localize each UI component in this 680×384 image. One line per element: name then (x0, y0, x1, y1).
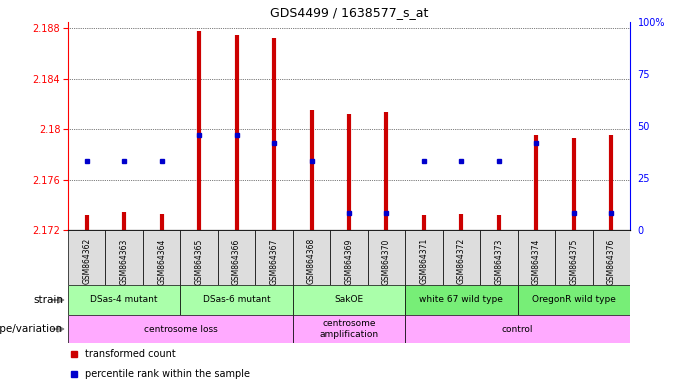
Text: GSM864373: GSM864373 (494, 238, 503, 285)
Text: GSM864367: GSM864367 (269, 238, 279, 285)
Bar (293, 315, 405, 343)
Text: SakOE: SakOE (335, 296, 364, 305)
Text: GSM864369: GSM864369 (345, 238, 354, 285)
Bar (517, 285, 630, 315)
Text: white 67 wild type: white 67 wild type (420, 296, 503, 305)
Bar (405, 315, 630, 343)
Text: GSM864364: GSM864364 (157, 238, 166, 285)
Text: GSM864366: GSM864366 (232, 238, 241, 285)
Bar (180, 285, 293, 315)
Bar (517, 230, 555, 285)
Bar (68, 315, 293, 343)
Text: GSM864370: GSM864370 (382, 238, 391, 285)
Text: GSM864374: GSM864374 (532, 238, 541, 285)
Text: GSM864365: GSM864365 (194, 238, 203, 285)
Bar (405, 230, 443, 285)
Text: GSM864363: GSM864363 (120, 238, 129, 285)
Bar (105, 230, 143, 285)
Text: OregonR wild type: OregonR wild type (532, 296, 615, 305)
Text: GSM864362: GSM864362 (82, 238, 91, 285)
Bar (368, 230, 405, 285)
Bar (143, 230, 180, 285)
Text: DSas-6 mutant: DSas-6 mutant (203, 296, 271, 305)
Bar (218, 230, 255, 285)
Title: GDS4499 / 1638577_s_at: GDS4499 / 1638577_s_at (270, 7, 428, 20)
Bar (68, 285, 180, 315)
Text: genotype/variation: genotype/variation (0, 324, 63, 334)
Text: GSM864375: GSM864375 (569, 238, 578, 285)
Bar (293, 230, 330, 285)
Text: GSM864376: GSM864376 (607, 238, 616, 285)
Bar (405, 285, 517, 315)
Text: percentile rank within the sample: percentile rank within the sample (85, 369, 250, 379)
Bar (592, 230, 630, 285)
Text: GSM864372: GSM864372 (457, 238, 466, 285)
Bar (330, 230, 368, 285)
Text: GSM864368: GSM864368 (307, 238, 316, 285)
Bar (255, 230, 293, 285)
Bar (555, 230, 592, 285)
Bar (180, 230, 218, 285)
Text: centrosome
amplification: centrosome amplification (320, 319, 379, 339)
Bar (68, 230, 105, 285)
Bar (480, 230, 517, 285)
Text: transformed count: transformed count (85, 349, 175, 359)
Bar (293, 285, 405, 315)
Text: centrosome loss: centrosome loss (143, 324, 218, 333)
Text: DSas-4 mutant: DSas-4 mutant (90, 296, 158, 305)
Text: GSM864371: GSM864371 (420, 238, 428, 285)
Bar (443, 230, 480, 285)
Text: control: control (502, 324, 533, 333)
Text: strain: strain (33, 295, 63, 305)
